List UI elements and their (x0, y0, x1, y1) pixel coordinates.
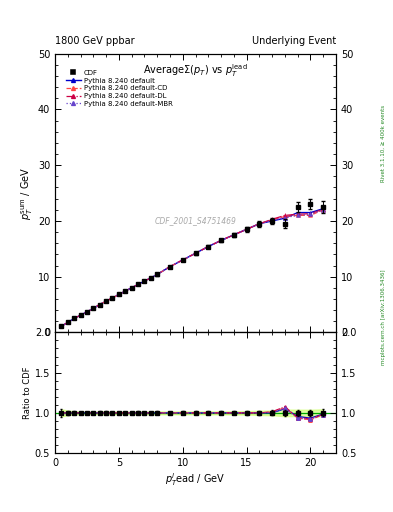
Y-axis label: $p_T^{\rm sum}$ / GeV: $p_T^{\rm sum}$ / GeV (20, 166, 35, 220)
Text: Rivet 3.1.10, ≥ 400k events: Rivet 3.1.10, ≥ 400k events (381, 105, 386, 182)
Text: mcplots.cern.ch [arXiv:1306.3436]: mcplots.cern.ch [arXiv:1306.3436] (381, 270, 386, 365)
X-axis label: $p_T^{l}$ead / GeV: $p_T^{l}$ead / GeV (165, 471, 226, 487)
Text: CDF_2001_S4751469: CDF_2001_S4751469 (154, 217, 237, 225)
Text: Underlying Event: Underlying Event (252, 36, 336, 46)
Legend: CDF, Pythia 8.240 default, Pythia 8.240 default-CD, Pythia 8.240 default-DL, Pyt: CDF, Pythia 8.240 default, Pythia 8.240 … (64, 69, 174, 108)
Y-axis label: Ratio to CDF: Ratio to CDF (23, 367, 32, 419)
Text: Average$\Sigma(p_T)$ vs $p_T^{\rm lead}$: Average$\Sigma(p_T)$ vs $p_T^{\rm lead}$ (143, 62, 248, 79)
Text: 1800 GeV ppbar: 1800 GeV ppbar (55, 36, 135, 46)
